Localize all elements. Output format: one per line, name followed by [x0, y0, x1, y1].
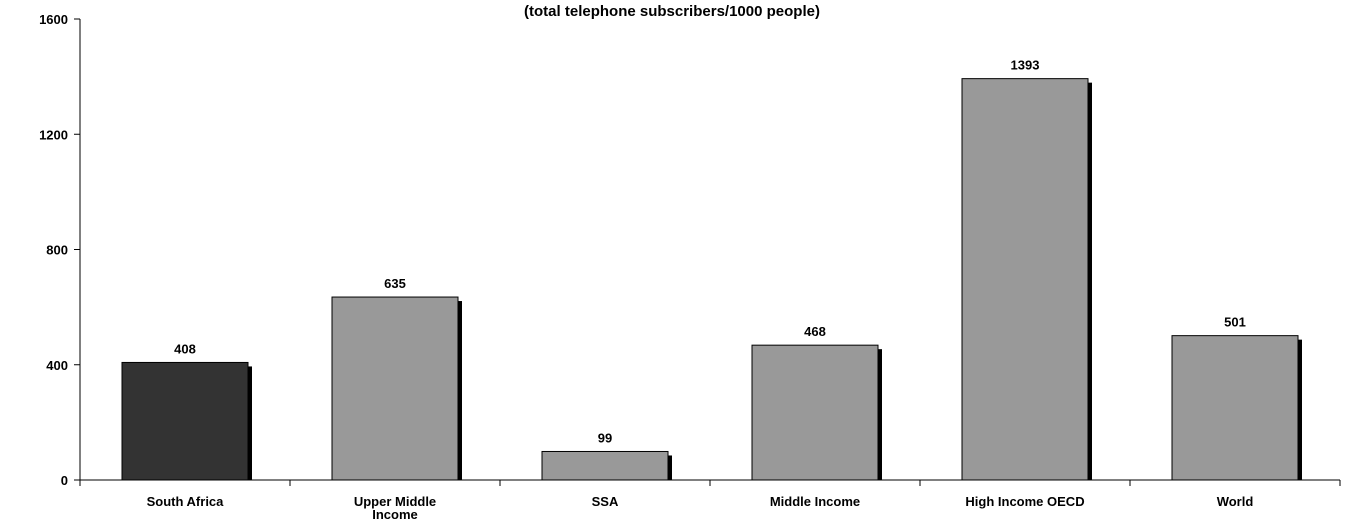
bars [121, 78, 1302, 481]
category-label: World [1217, 494, 1254, 509]
bar [331, 296, 459, 481]
value-labels: 408 635 99 468 1393 501 [174, 58, 1246, 446]
y-tick-label: 0 [61, 473, 68, 488]
bar-value-label: 408 [174, 341, 196, 356]
bar-value-label: 99 [598, 430, 612, 445]
bar-value-label: 468 [804, 324, 826, 339]
category-label: SSA [592, 494, 619, 509]
y-tick-label: 1200 [39, 127, 68, 142]
y-tick-label: 1600 [39, 12, 68, 27]
bar-value-label: 635 [384, 276, 406, 291]
category-label: South Africa [147, 494, 225, 509]
x-axis [79, 479, 1341, 486]
bar [1171, 335, 1299, 481]
bar [751, 344, 879, 481]
bar-value-label: 501 [1224, 315, 1246, 330]
chart-title: (total telephone subscribers/1000 people… [524, 3, 820, 20]
category-label: High Income OECD [965, 494, 1084, 509]
bar-value-label: 1393 [1011, 58, 1040, 73]
bar [541, 450, 669, 481]
category-label: Middle Income [770, 494, 860, 509]
bar [961, 78, 1089, 481]
y-axis: 0 400 800 1200 1600 [39, 12, 81, 488]
y-tick-label: 800 [46, 243, 68, 258]
category-label: Upper Middle Income [354, 494, 436, 522]
bar [121, 361, 249, 481]
y-tick-label: 400 [46, 358, 68, 373]
category-labels: South Africa Upper Middle Income SSA Middle … [147, 494, 1254, 522]
